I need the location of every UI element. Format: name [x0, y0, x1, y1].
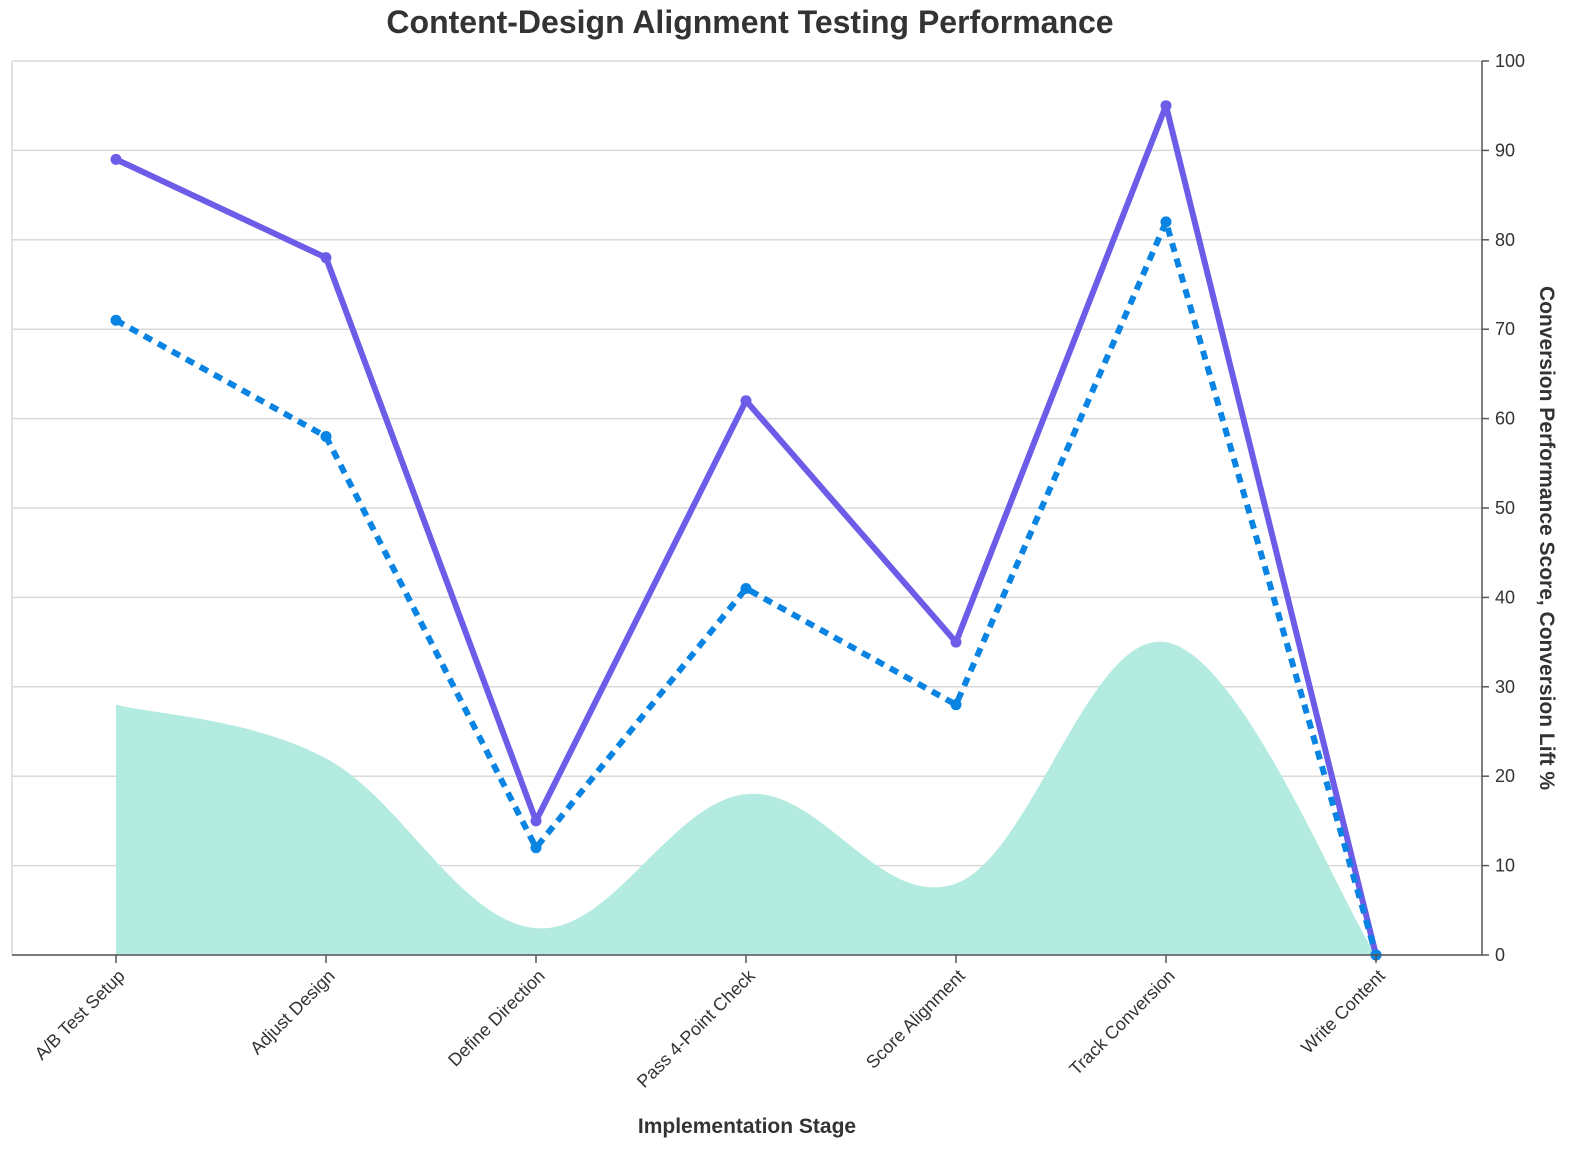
- area-series: [116, 641, 1376, 955]
- y-tick-label-30: 30: [1495, 677, 1515, 697]
- dashed-point-0: [110, 314, 122, 326]
- chart-title: Content-Design Alignment Testing Perform…: [386, 4, 1114, 40]
- dashed-point-2: [530, 842, 542, 854]
- y-tick-label-10: 10: [1495, 856, 1515, 876]
- solid-point-4: [950, 636, 962, 648]
- dashed-point-4: [950, 699, 962, 711]
- x-tick-label-1: Adjust Design: [246, 966, 339, 1059]
- y-axis-title: Conversion Performance Score, Conversion…: [1535, 286, 1558, 790]
- dashed-point-3: [740, 582, 752, 594]
- y-tick-label-80: 80: [1495, 230, 1515, 250]
- x-axis-title: Implementation Stage: [638, 1115, 856, 1138]
- dashed-point-5: [1160, 216, 1172, 228]
- solid-point-3: [740, 395, 752, 407]
- y-tick-label-50: 50: [1495, 498, 1515, 518]
- dashed-point-1: [320, 430, 332, 442]
- x-tick-label-2: Define Direction: [444, 966, 549, 1071]
- solid-point-5: [1160, 100, 1172, 112]
- y-tick-label-100: 100: [1495, 51, 1525, 71]
- solid-point-1: [320, 252, 332, 264]
- y-tick-label-20: 20: [1495, 766, 1515, 786]
- y-tick-label-0: 0: [1495, 945, 1505, 965]
- x-tick-label-3: Pass 4-Point Check: [633, 965, 760, 1092]
- y-tick-label-90: 90: [1495, 140, 1515, 160]
- y-tick-label-70: 70: [1495, 319, 1515, 339]
- solid-point-0: [110, 153, 122, 165]
- y-tick-label-60: 60: [1495, 409, 1515, 429]
- x-tick-label-5: Track Conversion: [1065, 966, 1178, 1079]
- y-tick-label-40: 40: [1495, 587, 1515, 607]
- x-tick-label-0: A/B Test Setup: [31, 966, 129, 1064]
- solid-point-2: [530, 815, 542, 827]
- x-tick-label-4: Score Alignment: [862, 966, 969, 1073]
- x-tick-label-6: Write Content: [1297, 966, 1389, 1058]
